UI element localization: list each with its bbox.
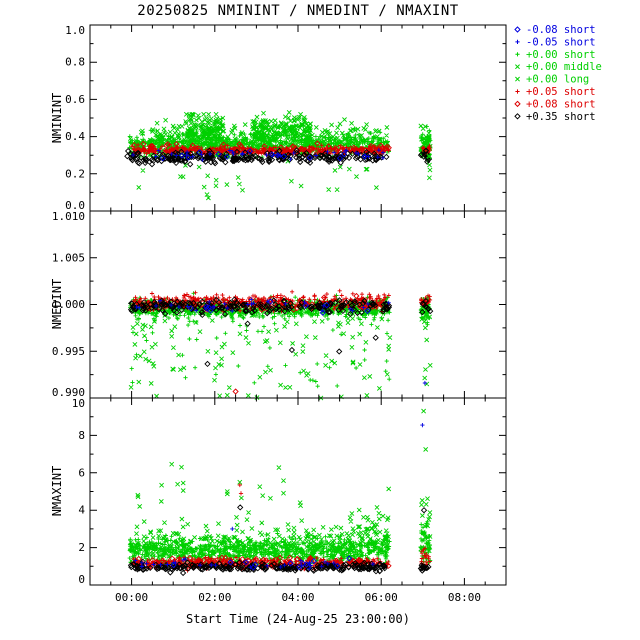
scatter-series-blue-plus xyxy=(134,297,391,314)
y-tick-label: 1.000 xyxy=(52,298,85,311)
y-tick-label: 0.995 xyxy=(52,345,85,358)
x-tick-label: 00:00 xyxy=(115,591,148,604)
scatter-series-black-diamond xyxy=(417,562,432,574)
y-tick-label: 0.2 xyxy=(65,167,85,180)
legend-x-icon xyxy=(515,64,520,70)
scatter-series-red-plus xyxy=(237,482,244,496)
scatter-series-green-x xyxy=(136,158,379,201)
legend-plus-icon xyxy=(515,89,520,94)
scatter-series-green-x xyxy=(135,408,429,510)
scatter-series-green-x xyxy=(135,461,392,539)
y-tick-label: 1.0 xyxy=(65,24,85,37)
y-axis-label-nmaxint: NMAXINT xyxy=(50,465,64,517)
scatter-series-blue-diamond xyxy=(170,555,353,571)
y-axis-label-nmedint: NMEDINT xyxy=(50,278,64,330)
scatter-series-black-diamond xyxy=(417,147,433,165)
legend-plus-icon xyxy=(515,39,520,44)
scatter-series-black-diamond xyxy=(204,320,379,368)
scatter-series-green-x xyxy=(128,308,393,401)
scatter-series-black-diamond xyxy=(127,558,388,577)
scatter-series-black-diamond xyxy=(419,297,434,316)
scatter-series-blue-diamond xyxy=(159,148,368,162)
legend-label: +0.35 short xyxy=(526,111,596,123)
scatter-series-black-diamond xyxy=(124,147,390,168)
legend-diamond-icon xyxy=(514,113,521,120)
legend-label: -0.05 short xyxy=(526,36,596,48)
legend-label: +0.00 middle xyxy=(526,61,602,73)
x-axis-label: Start Time (24-Aug-25 23:00:00) xyxy=(186,612,410,626)
scatter-series-blue-plus xyxy=(133,556,375,571)
plot-title: 20250825 NMININT / NMEDINT / NMAXINT xyxy=(137,3,459,19)
y-tick-label: 0.990 xyxy=(52,386,85,399)
y-tick-label: 0.4 xyxy=(65,130,85,143)
y-tick-label: 10 xyxy=(72,397,85,410)
x-tick-label: 08:00 xyxy=(448,591,481,604)
scatter-series-blue-plus xyxy=(230,423,425,531)
y-tick-label: 1.005 xyxy=(52,251,85,264)
x-tick-label: 02:00 xyxy=(198,591,231,604)
scatter-series-green-plus xyxy=(129,311,392,389)
x-tick-label: 06:00 xyxy=(365,591,398,604)
y-tick-label: 2 xyxy=(78,541,85,554)
scatter-series-red-diamond xyxy=(232,388,239,395)
scatter-series-green-x xyxy=(250,109,313,147)
scatter-series-black-diamond xyxy=(237,504,428,514)
x-tick-label: 04:00 xyxy=(281,591,314,604)
y-axis-label-nminint: NMININT xyxy=(50,92,64,144)
legend-diamond-icon xyxy=(514,26,521,33)
legend-label: -0.08 short xyxy=(526,24,596,36)
scatter-series-blue-plus xyxy=(131,148,386,162)
y-tick-label: 0.0 xyxy=(65,199,85,212)
scatter-series-green-x xyxy=(183,111,226,151)
y-tick-label: 0 xyxy=(78,573,85,586)
legend-diamond-icon xyxy=(514,100,521,108)
scatter-series-blue-diamond xyxy=(187,298,371,316)
scatter-series-blue-plus xyxy=(422,380,427,386)
y-tick-label: 8 xyxy=(78,429,85,442)
legend-label: +0.05 short xyxy=(526,86,596,98)
y-tick-label: 6 xyxy=(78,466,85,479)
legend-x-icon xyxy=(515,76,520,82)
legend-label: +0.08 short xyxy=(526,98,596,110)
y-tick-label: 0.6 xyxy=(65,93,85,106)
scatter-series-green-x xyxy=(345,510,391,546)
scatter-series-green-x xyxy=(426,153,433,181)
legend-plus-icon xyxy=(515,52,520,57)
y-tick-label: 4 xyxy=(78,504,85,517)
y-tick-label: 1.010 xyxy=(52,210,85,223)
legend-label: +0.00 short xyxy=(526,49,596,61)
scatter-series-green-x xyxy=(419,312,433,387)
y-tick-label: 0.8 xyxy=(65,56,85,69)
legend-label: +0.00 long xyxy=(526,74,589,86)
